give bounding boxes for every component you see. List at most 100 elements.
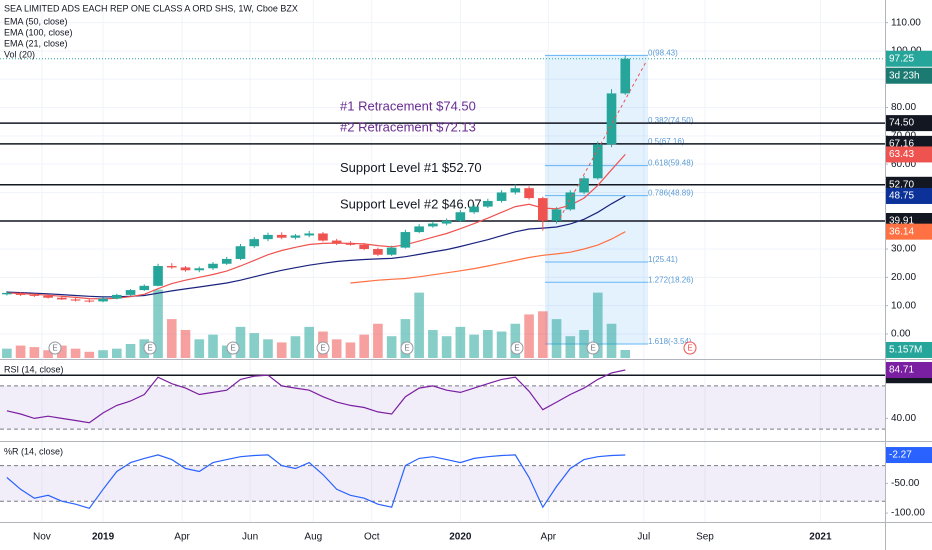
countdown-tag — [886, 67, 932, 84]
candle-body — [84, 300, 95, 302]
ema-tag-label: 63.43 — [889, 149, 914, 160]
earnings-label: E — [147, 344, 152, 353]
volume-bar — [373, 323, 383, 358]
volume-bar — [483, 329, 493, 358]
volume-bar — [606, 323, 617, 358]
candle-body — [15, 292, 26, 295]
indicator-tag-label: 84.71 — [889, 365, 914, 376]
y-tick-label: 10.00 — [891, 300, 916, 311]
legend-entry: EMA (50, close) — [4, 16, 68, 26]
candle-body — [469, 206, 479, 213]
x-tick-label: Jul — [637, 532, 650, 543]
pane-title: %R (14, close) — [4, 446, 63, 456]
level-tag — [886, 115, 932, 132]
volume-bar — [208, 334, 218, 358]
x-tick-label: Oct — [364, 532, 380, 543]
legend-entry: EMA (21, close) — [4, 38, 68, 48]
y-tick-label: 80.00 — [891, 102, 916, 113]
x-tick-label: Aug — [304, 532, 322, 543]
volume-bar — [57, 345, 67, 358]
legend-entry: Vol (20) — [4, 49, 35, 59]
candle-body — [428, 223, 438, 227]
volume-bar — [15, 345, 26, 358]
earnings-marker — [683, 341, 697, 355]
candle-body — [414, 226, 424, 233]
level-tag-label: 39.91 — [889, 216, 914, 227]
volume-bar — [153, 289, 163, 358]
earnings-marker — [510, 341, 524, 355]
candle-body — [455, 212, 466, 221]
grid — [0, 0, 885, 522]
candle-body — [331, 240, 342, 244]
earnings-marker — [586, 341, 600, 355]
price-tag — [886, 50, 932, 67]
annotation: Support Level #1 $52.70 — [340, 160, 482, 175]
volume-bar — [510, 323, 521, 358]
annotation: Support Level #2 $46.07 — [340, 196, 482, 211]
ema-tag-label: 36.14 — [889, 226, 914, 237]
band — [0, 465, 885, 502]
volume-tag-label: 5.157M — [889, 345, 922, 356]
candle-body — [606, 93, 617, 145]
volume-bar — [524, 314, 534, 358]
volume-bar — [166, 319, 177, 358]
volume-bar — [331, 339, 342, 358]
candle-body — [125, 290, 136, 295]
ema-tag — [886, 223, 932, 240]
earnings-label: E — [230, 344, 235, 353]
x-tick-label: Apr — [541, 532, 557, 543]
earnings-marker — [316, 341, 330, 355]
indicator-tag-label: -2.27 — [889, 450, 912, 461]
candle-body — [153, 266, 163, 286]
volume-bar — [441, 336, 452, 358]
candle-body — [565, 192, 576, 210]
candle-body — [304, 233, 315, 236]
volume-bar — [221, 345, 232, 358]
candle-body — [111, 294, 122, 299]
candle-body — [496, 192, 507, 201]
candle-body — [29, 294, 40, 296]
volume-bar — [98, 350, 108, 358]
x-tick-label: 2019 — [92, 532, 115, 543]
earnings-label: E — [590, 344, 595, 353]
fib-label: 0.618(59.48) — [648, 159, 694, 168]
x-tick-label: Jun — [242, 532, 258, 543]
earnings-marker — [400, 341, 414, 355]
pane-title: RSI (14, close) — [4, 364, 64, 374]
y-tick-label: 30.00 — [891, 244, 916, 255]
x-tick-label: 2021 — [809, 532, 832, 543]
volume-bar — [180, 329, 191, 358]
band — [0, 385, 885, 430]
candle-body — [483, 200, 493, 207]
candle-body — [235, 246, 246, 259]
fib-label: 1(25.41) — [648, 255, 678, 264]
candle-body — [579, 178, 589, 193]
volume-bar — [125, 343, 136, 358]
ema-tag-label: 48.75 — [889, 191, 914, 202]
volume-bar — [84, 351, 95, 358]
ema-tag — [886, 146, 932, 163]
candle-body — [318, 233, 328, 241]
fib-label: 0.382(74.50) — [648, 116, 694, 125]
content: 0(98.43) 0.382(74.50) 0.5(67.16) 0.618(59.4… — [0, 48, 885, 509]
candle-body — [386, 247, 397, 255]
indicator-line — [6, 369, 626, 424]
y-tick-label: -50.00 — [891, 478, 920, 489]
volume-bar — [263, 339, 273, 358]
volume-bar — [592, 292, 603, 358]
y-tick-label: -100.00 — [891, 508, 925, 519]
volume-bar — [551, 319, 562, 358]
ema-tag — [886, 187, 932, 204]
candle-body — [166, 266, 177, 268]
earnings-label: E — [404, 344, 409, 353]
fib-label: 0.5(67.16) — [648, 137, 685, 146]
fib-label: 0.786(48.89) — [648, 189, 694, 198]
chart-title: SEA LIMITED ADS EACH REP ONE CLASS A ORD… — [4, 3, 298, 13]
volume-bar — [579, 329, 589, 358]
ema-line — [350, 231, 626, 284]
candle-body — [510, 188, 521, 193]
earnings-label: E — [320, 344, 325, 353]
volume-bar — [400, 319, 411, 358]
volume-bar — [469, 334, 479, 358]
